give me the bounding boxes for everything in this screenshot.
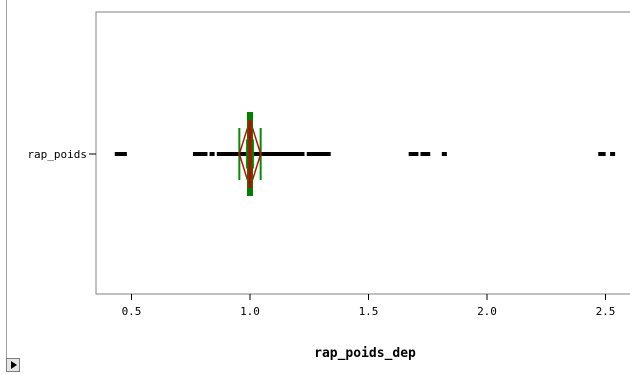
outlier-point xyxy=(610,152,616,156)
x-tick-label: 2.5 xyxy=(596,305,616,318)
box-glyph xyxy=(216,112,305,196)
x-tick-label: 1.5 xyxy=(359,305,379,318)
y-axis: rap_poids xyxy=(27,148,96,161)
x-axis: 0.5 1.0 1.5 2.0 2.5 xyxy=(122,294,616,318)
mean-line xyxy=(248,120,252,188)
outlier-point xyxy=(209,152,215,156)
outlier-point xyxy=(420,152,426,156)
plot-area xyxy=(95,11,630,295)
y-category-label: rap_poids xyxy=(27,148,87,161)
outlier-point xyxy=(600,152,606,156)
x-tick-label: 0.5 xyxy=(122,305,142,318)
outlier-point xyxy=(441,152,447,156)
outlier-point xyxy=(425,152,431,156)
outlier-point xyxy=(121,152,127,156)
outlier-point xyxy=(325,152,331,156)
x-tick-label: 1.0 xyxy=(240,305,260,318)
x-tick-label: 2.0 xyxy=(477,305,497,318)
outlier-point xyxy=(413,152,419,156)
outlier-point xyxy=(202,152,208,156)
panel-frame-left xyxy=(6,0,7,360)
x-axis-title: rap_poids_dep xyxy=(314,346,416,361)
mean-diamond xyxy=(238,117,262,191)
outlier-points xyxy=(114,152,616,156)
expand-toggle-button[interactable] xyxy=(6,358,20,372)
play-triangle-icon xyxy=(11,361,17,369)
